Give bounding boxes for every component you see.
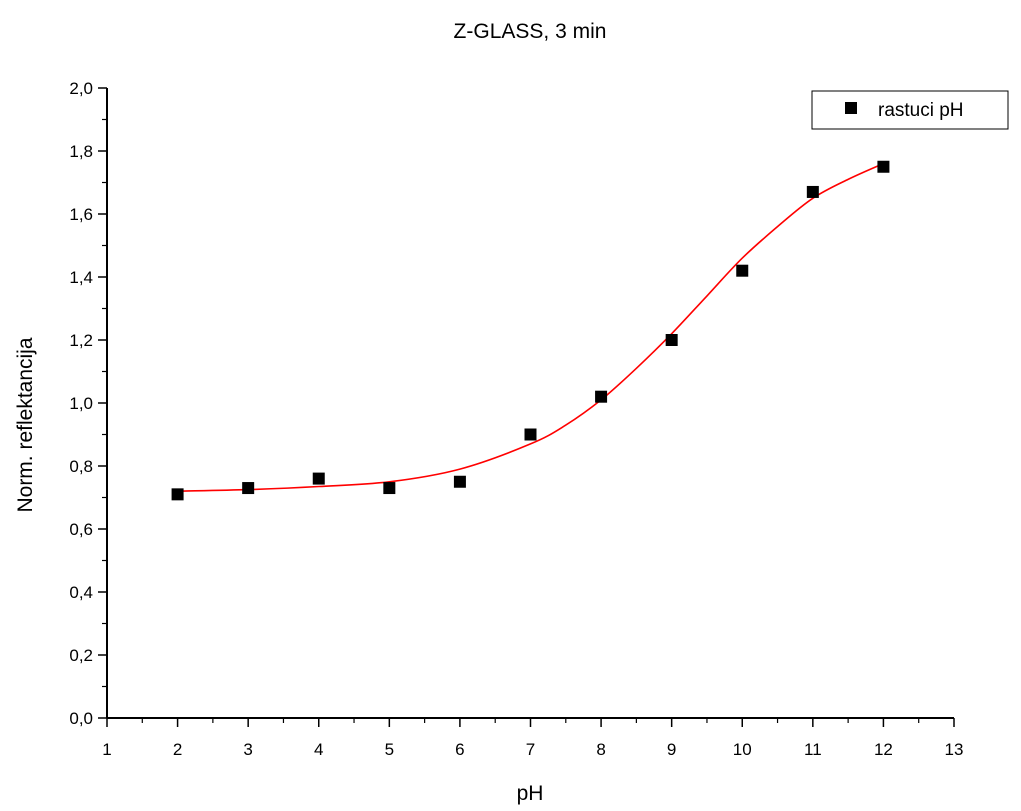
x-tick-label: 5 bbox=[385, 740, 394, 759]
data-point bbox=[665, 334, 678, 346]
y-tick-label: 1,4 bbox=[69, 268, 93, 287]
x-tick-label: 9 bbox=[667, 740, 676, 759]
x-tick-label: 3 bbox=[243, 740, 252, 759]
y-tick-label: 0,0 bbox=[69, 709, 93, 728]
y-tick-label: 0,6 bbox=[69, 520, 93, 539]
data-points bbox=[171, 160, 890, 501]
data-point bbox=[524, 428, 537, 441]
y-tick-label: 1,8 bbox=[69, 142, 93, 161]
y-tick-label: 1,2 bbox=[69, 331, 93, 350]
x-axis-label: pH bbox=[517, 782, 544, 805]
x-tick-label: 8 bbox=[596, 740, 605, 759]
x-axis-ticks: 1 2 3 4 5 6 7 8 9 10 11 12 13 bbox=[102, 718, 963, 759]
legend-marker bbox=[845, 102, 857, 114]
y-axis-label: Norm. reflektancija bbox=[14, 337, 37, 512]
data-point bbox=[806, 185, 819, 198]
chart-title: Z-GLASS, 3 min bbox=[454, 20, 607, 43]
data-point bbox=[383, 482, 396, 495]
axes bbox=[106, 88, 954, 719]
legend: rastuci pH bbox=[811, 90, 1009, 130]
data-point bbox=[877, 160, 890, 173]
x-tick-label: 1 bbox=[102, 740, 111, 759]
data-point bbox=[242, 482, 255, 495]
y-tick-label: 0,2 bbox=[69, 646, 93, 665]
x-tick-label: 4 bbox=[314, 740, 323, 759]
fit-curve-layer bbox=[177, 162, 884, 492]
legend-label: rastuci pH bbox=[878, 100, 964, 121]
legend-box bbox=[811, 90, 1009, 130]
x-tick-label: 12 bbox=[874, 740, 893, 759]
y-tick-label: 1,6 bbox=[69, 205, 93, 224]
y-tick-label: 1,0 bbox=[69, 394, 93, 413]
x-tick-label: 13 bbox=[945, 740, 964, 759]
y-tick-label: 0,4 bbox=[69, 583, 93, 602]
data-point bbox=[595, 390, 608, 403]
y-tick-label: 2,0 bbox=[69, 79, 93, 98]
data-point bbox=[453, 475, 466, 488]
y-tick-label: 0,8 bbox=[69, 457, 93, 476]
x-tick-label: 6 bbox=[455, 740, 464, 759]
data-point bbox=[736, 264, 749, 277]
x-tick-label: 7 bbox=[526, 740, 535, 759]
fit-curve bbox=[177, 162, 884, 492]
x-tick-label: 11 bbox=[804, 740, 822, 759]
data-point bbox=[171, 488, 184, 501]
y-axis-ticks: 0,0 0,2 0,4 0,6 0,8 1,0 1,2 1,4 1,6 1,8 2,0 bbox=[69, 79, 107, 728]
data-point bbox=[312, 472, 325, 485]
x-tick-label: 2 bbox=[173, 740, 182, 759]
x-tick-label: 10 bbox=[733, 740, 752, 759]
